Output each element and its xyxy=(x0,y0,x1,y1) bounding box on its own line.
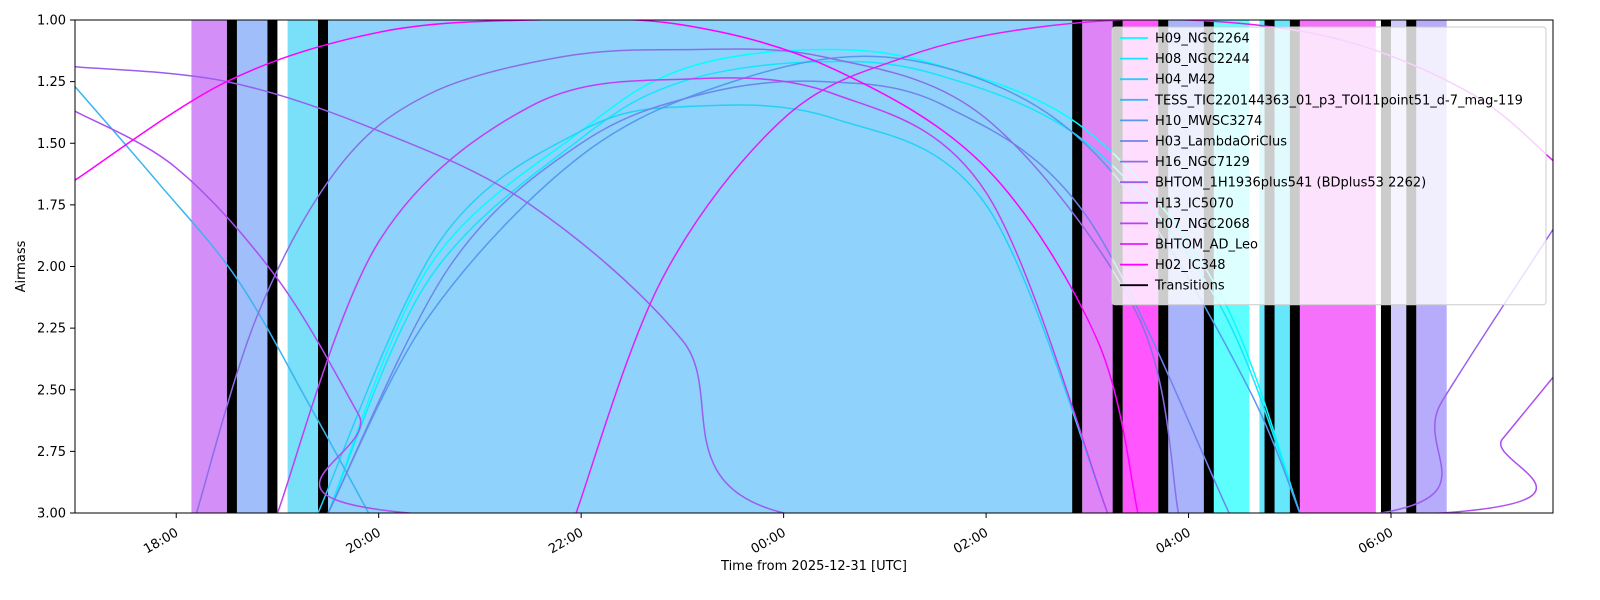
legend-label: H10_MWSC3274 xyxy=(1155,114,1262,129)
series-line-6 xyxy=(195,48,1180,513)
y-tick-label: 2.75 xyxy=(37,445,66,460)
y-tick-label: 3.00 xyxy=(37,507,66,522)
legend-label: BHTOM_1H1936plus541 (BDplus53 2262) xyxy=(1155,176,1426,191)
legend-label: BHTOM_AD_Leo xyxy=(1155,238,1258,253)
schedule-blocks xyxy=(191,20,1447,513)
schedule-block-0 xyxy=(191,20,227,513)
x-axis-label: Time from 2025-12-31 [UTC] xyxy=(720,559,907,574)
y-axis-label: Airmass xyxy=(14,240,29,292)
x-tick-label: 04:00 xyxy=(1154,525,1194,557)
legend-label: H03_LambdaOriClus xyxy=(1155,135,1287,150)
series-line-9 xyxy=(276,77,1109,513)
legend-label: H04_M42 xyxy=(1155,73,1216,88)
transition-bar-0 xyxy=(226,20,237,513)
legend-label: H02_IC348 xyxy=(1155,258,1226,273)
x-tick-label: 00:00 xyxy=(749,525,789,557)
legend-label: H08_NGC2244 xyxy=(1155,52,1250,67)
series-line-2 xyxy=(317,104,1109,513)
series-line-8 xyxy=(75,110,1553,513)
x-tick-label: 20:00 xyxy=(344,525,384,557)
legend-box xyxy=(1111,26,1547,306)
transition-bar-1 xyxy=(267,20,278,513)
y-tick-label: 2.00 xyxy=(37,260,66,275)
x-tick-label: 06:00 xyxy=(1356,525,1396,557)
series-lines xyxy=(75,20,1553,513)
x-tick-label: 18:00 xyxy=(141,525,181,557)
legend-label: TESS_TIC220144363_01_p3_TOI11point51_d-7… xyxy=(1154,93,1523,108)
legend: H09_NGC2264 H08_NGC2244 H04_M42 TESS_TIC220… xyxy=(1111,26,1547,306)
series-line-7 xyxy=(75,66,1553,513)
schedule-block-1 xyxy=(231,20,268,513)
y-tick-label: 1.00 xyxy=(37,14,66,29)
y-tick-label: 1.25 xyxy=(37,75,66,90)
transition-bar-3 xyxy=(1072,20,1083,513)
y-tick-label: 2.25 xyxy=(37,322,66,337)
series-line-4 xyxy=(327,55,1301,513)
series-line-11 xyxy=(75,20,1139,513)
transition-bar-2 xyxy=(318,20,329,513)
schedule-block-2 xyxy=(287,20,324,513)
legend-label: H09_NGC2264 xyxy=(1155,32,1250,47)
x-tick-label: 22:00 xyxy=(546,525,586,557)
legend-label: Transitions xyxy=(1154,279,1225,294)
y-axis-ticks: 1.00 1.25 1.50 1.75 2.00 2.25 2.50 2.75 3.00 xyxy=(37,14,75,522)
y-tick-label: 1.50 xyxy=(37,137,66,152)
legend-label: H13_IC5070 xyxy=(1155,196,1234,211)
legend-label: H16_NGC7129 xyxy=(1155,155,1250,170)
y-tick-label: 2.50 xyxy=(37,383,66,398)
x-axis-ticks: 18:00 20:00 22:00 00:00 02:00 04:00 06:00 xyxy=(141,513,1396,557)
series-line-3 xyxy=(75,86,370,513)
legend-label: H07_NGC2068 xyxy=(1155,217,1250,232)
x-tick-label: 02:00 xyxy=(951,525,991,557)
series-line-5 xyxy=(327,80,1230,513)
y-tick-label: 1.75 xyxy=(37,198,66,213)
